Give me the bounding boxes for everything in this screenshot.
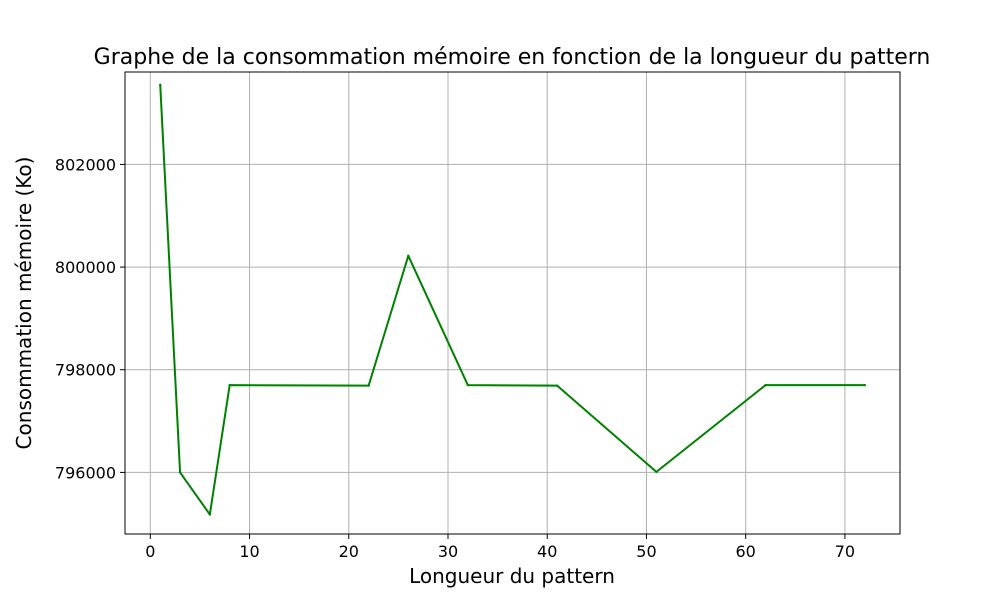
x-tick-label: 10 — [239, 542, 259, 561]
data-point — [466, 383, 470, 387]
x-tick-label: 20 — [339, 542, 359, 561]
y-axis-label: Consommation mémoire (Ko) — [12, 157, 36, 450]
x-tick-label: 0 — [145, 542, 155, 561]
data-point — [367, 384, 370, 387]
data-point — [655, 470, 658, 474]
grid — [125, 72, 900, 534]
data-point — [764, 383, 767, 387]
x-tick-label: 40 — [537, 542, 557, 561]
data-point — [208, 513, 212, 516]
data-point — [159, 83, 162, 87]
data-point — [555, 384, 559, 387]
plot-area-frame — [124, 71, 901, 535]
series-line — [159, 84, 865, 516]
series-layer — [159, 83, 866, 516]
x-axis-ticks: 0 10 20 30 40 50 60 70 — [145, 534, 855, 561]
y-axis-ticks: 796000 798000 800000 802000 — [55, 155, 125, 482]
y-tick-label: 798000 — [55, 361, 116, 380]
data-point — [407, 254, 410, 257]
x-axis-label: Longueur du pattern — [409, 564, 615, 588]
x-tick-label: 30 — [438, 542, 458, 561]
x-tick-label: 70 — [835, 542, 855, 561]
x-tick-label: 60 — [736, 542, 756, 561]
data-point — [228, 383, 231, 387]
data-point — [863, 383, 866, 387]
y-tick-label: 796000 — [55, 463, 116, 482]
data-point — [178, 471, 182, 474]
y-tick-label: 800000 — [55, 258, 116, 277]
x-tick-label: 50 — [636, 542, 656, 561]
y-tick-label: 802000 — [55, 155, 116, 174]
chart-title: Graphe de la consommation mémoire en fon… — [94, 45, 931, 70]
